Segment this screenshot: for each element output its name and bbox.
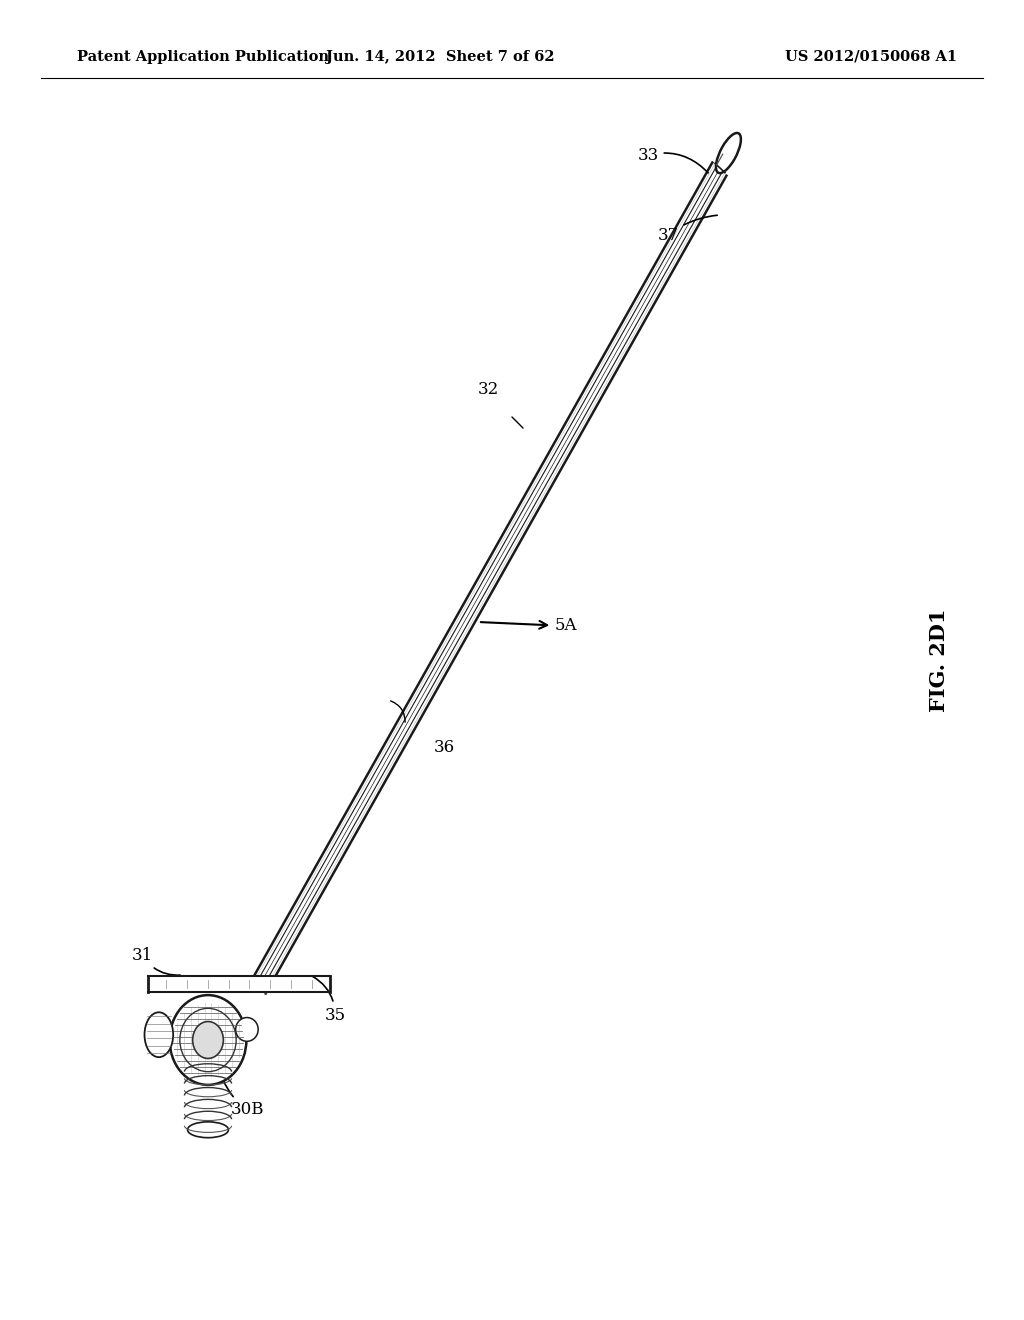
Text: Jun. 14, 2012  Sheet 7 of 62: Jun. 14, 2012 Sheet 7 of 62 (326, 50, 555, 63)
Ellipse shape (716, 133, 741, 173)
Ellipse shape (187, 1122, 228, 1138)
Text: 31: 31 (131, 946, 180, 975)
Text: 36: 36 (433, 739, 455, 756)
Ellipse shape (236, 1018, 258, 1041)
Text: US 2012/0150068 A1: US 2012/0150068 A1 (785, 50, 957, 63)
Text: 5A: 5A (481, 618, 578, 635)
Text: 37: 37 (657, 215, 717, 243)
Ellipse shape (144, 1012, 173, 1057)
Text: 30B: 30B (218, 1057, 265, 1118)
Text: 32: 32 (477, 381, 499, 399)
Ellipse shape (193, 1022, 223, 1059)
Text: 35: 35 (312, 977, 345, 1023)
Text: FIG. 2D1: FIG. 2D1 (929, 609, 949, 711)
Text: Patent Application Publication: Patent Application Publication (77, 50, 329, 63)
Text: 33: 33 (637, 147, 709, 173)
Polygon shape (148, 975, 330, 991)
Ellipse shape (170, 995, 247, 1085)
